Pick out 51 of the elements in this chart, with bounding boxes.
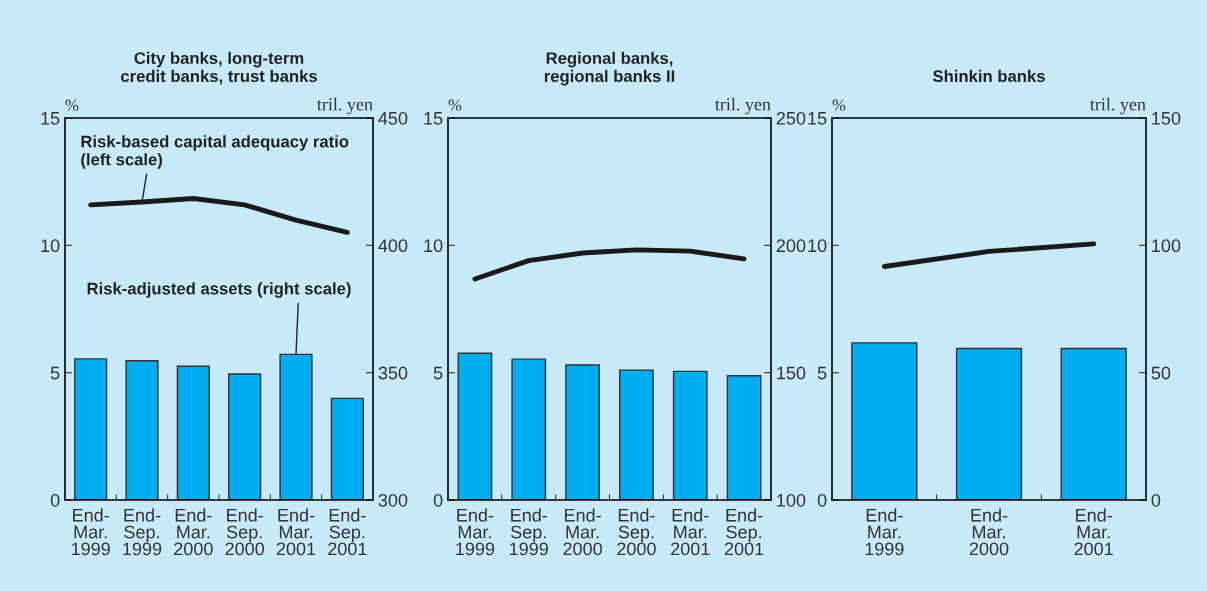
y-tick-label: 10 [424,239,443,253]
chart-title: Regional banks, regional banks II [544,51,675,86]
y-tick-label: 10 [808,239,827,253]
x-tick-label: End- Mar. 2001 [276,508,316,556]
x-tick-label: End- Sep. 2001 [328,508,367,556]
x-tick-label: End- Mar. 2001 [671,508,710,556]
x-tick-label: End- Sep. 1999 [510,508,548,556]
x-tick-label: End- Mar. 2000 [563,508,602,556]
y2-tick-label: 100 [777,493,806,507]
x-tick-label: End- Mar. 2001 [1074,508,1113,556]
y2-axis-title: tril. yen [1090,97,1146,115]
y2-tick-label: 300 [378,493,408,507]
y-tick-label: 15 [808,112,827,125]
y2-tick-label: 50 [1151,366,1171,380]
annotation: Risk-based capital adequacy ratio (left scale) [81,135,349,169]
x-tick-label: End- Sep. 1999 [123,508,162,556]
x-tick-label: End- Mar. 2000 [969,508,1009,556]
x-tick-label: End- Mar. 1999 [456,508,495,556]
y-tick-label: 5 [817,366,827,380]
x-tick-label: End- Sep. 2000 [225,508,265,556]
y-axis-title: % [832,99,846,111]
y-axis-title: % [448,99,462,111]
annotation: Risk-adjusted assets (right scale) [87,282,351,298]
y2-tick-label: 250 [776,111,806,125]
y2-axis-title: tril. yen [317,97,373,115]
y-axis-title: % [65,99,79,111]
y2-tick-label: 150 [1152,111,1181,125]
y-tick-label: 0 [817,493,827,507]
y2-tick-label: 350 [378,366,408,380]
x-tick-label: End- Mar. 2000 [174,508,213,556]
y-tick-label: 15 [424,112,443,125]
y2-axis-title: tril. yen [715,97,771,115]
y-tick-label: 5 [433,366,443,380]
y2-tick-label: 100 [1152,239,1181,253]
y2-tick-label: 200 [776,239,806,253]
y2-tick-label: 400 [378,239,408,253]
line-series [472,247,747,282]
y-tick-label: 0 [50,493,60,507]
y-tick-label: 10 [41,239,60,253]
x-tick-label: End- Sep. 2000 [617,508,656,556]
y-tick-label: 15 [41,112,60,125]
chart-title: City banks, long-term credit banks, trust banks [121,51,317,85]
y2-tick-label: 150 [777,366,806,380]
y2-tick-label: 0 [1151,493,1161,507]
y-tick-label: 0 [433,493,443,507]
x-tick-label: End- Mar. 1999 [71,508,110,556]
chart-title: Shinkin banks [932,69,1045,83]
x-tick-label: End- Mar. 1999 [865,508,904,556]
y2-tick-label: 450 [378,111,408,125]
x-tick-label: End- Sep. 2001 [724,508,764,556]
y-tick-label: 5 [50,366,60,380]
